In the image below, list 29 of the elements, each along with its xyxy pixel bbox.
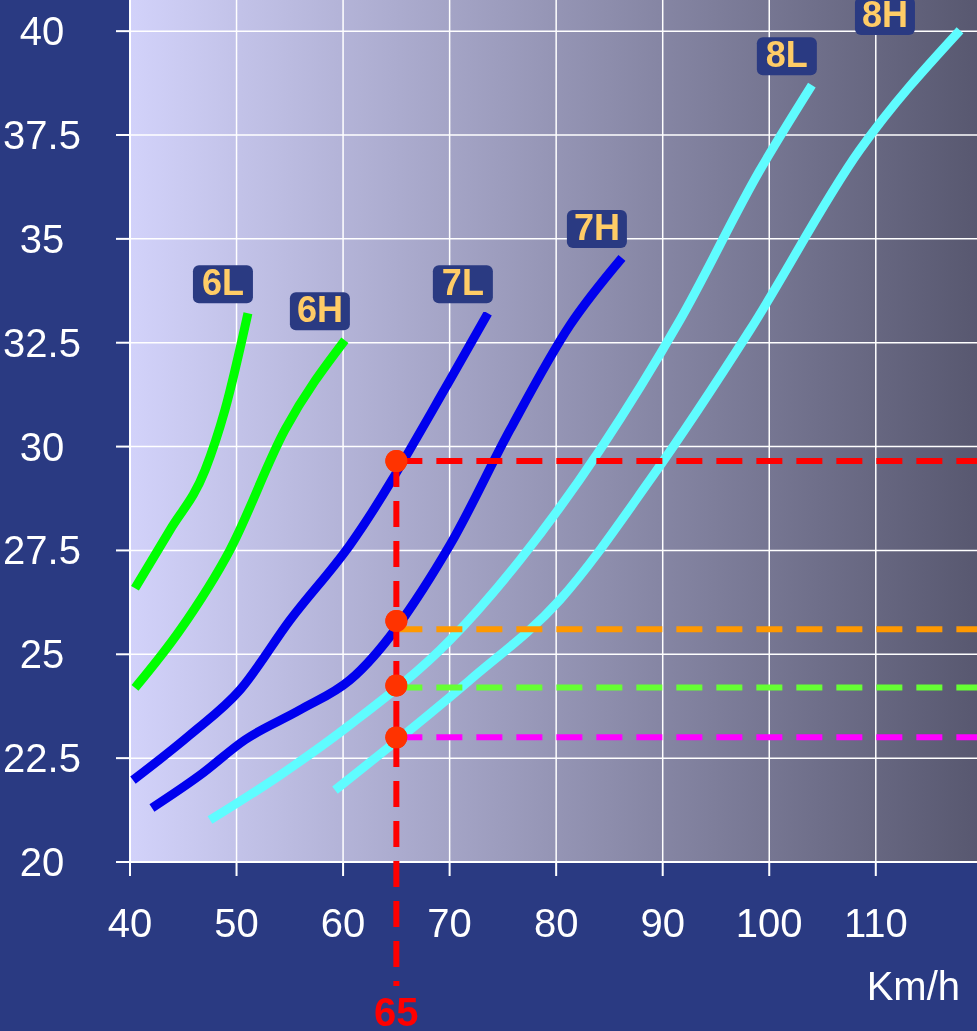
series-label: 6H xyxy=(296,289,343,331)
y-tick-label: 35 xyxy=(19,216,65,261)
x-tick-label: 90 xyxy=(640,901,685,945)
series-label: 8L xyxy=(765,34,808,76)
series-label: 7H xyxy=(573,206,620,248)
y-tick-label: 30 xyxy=(19,424,65,469)
series-label: 7L xyxy=(441,262,484,304)
y-tick-label: 22.5 xyxy=(3,736,81,781)
x-tick-label: 60 xyxy=(320,901,366,945)
ref-line-label: 65 xyxy=(374,990,419,1031)
y-tick-label: 37.5 xyxy=(3,113,81,158)
x-axis-title: Km/h xyxy=(866,964,960,1008)
x-tick-label: 80 xyxy=(533,901,579,945)
y-tick-label: 20 xyxy=(19,840,65,884)
x-tick-label: 50 xyxy=(214,901,259,945)
point xyxy=(385,726,408,749)
point xyxy=(385,450,408,473)
y-tick-label: 40 xyxy=(19,9,65,54)
series-label: 6L xyxy=(201,262,244,304)
x-tick-label: 100 xyxy=(735,901,803,945)
x-tick-label: 40 xyxy=(107,901,153,945)
series-label: 8H xyxy=(861,0,908,35)
point xyxy=(385,610,408,633)
x-tick-label: 110 xyxy=(843,901,908,945)
point xyxy=(385,674,408,697)
x-tick-label: 70 xyxy=(427,901,472,945)
y-tick-label: 25 xyxy=(19,632,65,677)
y-tick-label: 32.5 xyxy=(3,320,81,365)
y-tick-label: 27.5 xyxy=(3,528,81,573)
